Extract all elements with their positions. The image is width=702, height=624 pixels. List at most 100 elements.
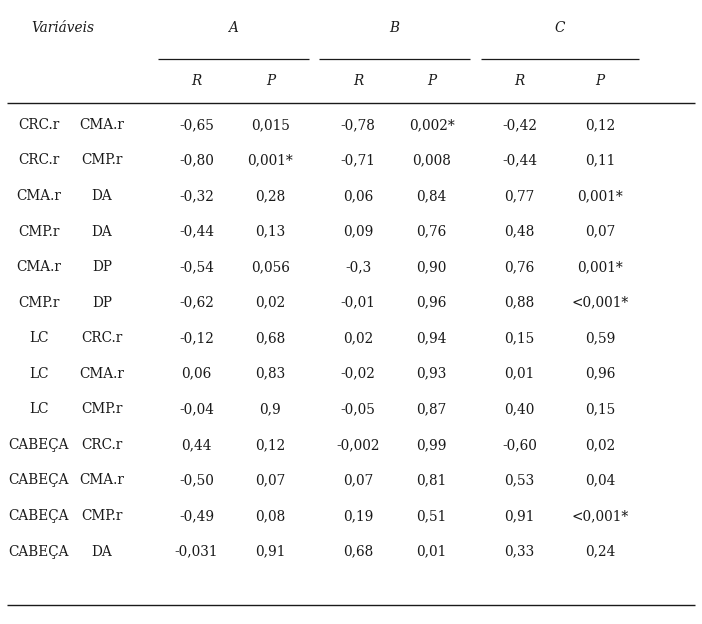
Text: CABEÇA: CABEÇA	[8, 545, 69, 558]
Text: 0,001*: 0,001*	[247, 154, 293, 167]
Text: -0,49: -0,49	[179, 509, 214, 523]
Text: 0,12: 0,12	[255, 438, 286, 452]
Text: LC: LC	[29, 331, 48, 345]
Text: 0,96: 0,96	[585, 367, 616, 381]
Text: 0,44: 0,44	[181, 438, 212, 452]
Text: CRC.r: CRC.r	[18, 154, 59, 167]
Text: 0,09: 0,09	[343, 225, 373, 238]
Text: <0,001*: <0,001*	[571, 509, 629, 523]
Text: 0,02: 0,02	[343, 331, 373, 345]
Text: CMA.r: CMA.r	[79, 474, 124, 487]
Text: 0,68: 0,68	[343, 545, 373, 558]
Text: 0,96: 0,96	[416, 296, 447, 310]
Text: 0,15: 0,15	[504, 331, 535, 345]
Text: 0,06: 0,06	[181, 367, 212, 381]
Text: P: P	[266, 74, 274, 88]
Text: -0,01: -0,01	[340, 296, 376, 310]
Text: 0,40: 0,40	[504, 402, 535, 416]
Text: -0,04: -0,04	[179, 402, 214, 416]
Text: 0,53: 0,53	[504, 474, 535, 487]
Text: -0,65: -0,65	[179, 118, 214, 132]
Text: 0,76: 0,76	[504, 260, 535, 274]
Text: 0,51: 0,51	[416, 509, 447, 523]
Text: CRC.r: CRC.r	[81, 438, 122, 452]
Text: 0,001*: 0,001*	[577, 189, 623, 203]
Text: 0,87: 0,87	[416, 402, 447, 416]
Text: 0,88: 0,88	[504, 296, 535, 310]
Text: -0,62: -0,62	[179, 296, 214, 310]
Text: 0,91: 0,91	[504, 509, 535, 523]
Text: 0,24: 0,24	[585, 545, 616, 558]
Text: CABEÇA: CABEÇA	[8, 438, 69, 452]
Text: Variáveis: Variáveis	[32, 21, 95, 35]
Text: CMP.r: CMP.r	[81, 154, 122, 167]
Text: -0,60: -0,60	[502, 438, 537, 452]
Text: CMA.r: CMA.r	[16, 189, 61, 203]
Text: -0,12: -0,12	[179, 331, 214, 345]
Text: -0,3: -0,3	[345, 260, 371, 274]
Text: CMA.r: CMA.r	[16, 260, 61, 274]
Text: 0,07: 0,07	[255, 474, 286, 487]
Text: 0,91: 0,91	[255, 545, 286, 558]
Text: LC: LC	[29, 402, 48, 416]
Text: DP: DP	[92, 296, 112, 310]
Text: CMP.r: CMP.r	[81, 509, 122, 523]
Text: 0,04: 0,04	[585, 474, 616, 487]
Text: DA: DA	[91, 189, 112, 203]
Text: DA: DA	[91, 225, 112, 238]
Text: 0,68: 0,68	[255, 331, 286, 345]
Text: DP: DP	[92, 260, 112, 274]
Text: -0,80: -0,80	[179, 154, 214, 167]
Text: A: A	[228, 21, 238, 35]
Text: 0,48: 0,48	[504, 225, 535, 238]
Text: R: R	[353, 74, 363, 88]
Text: 0,90: 0,90	[416, 260, 447, 274]
Text: 0,11: 0,11	[585, 154, 616, 167]
Text: 0,01: 0,01	[416, 545, 447, 558]
Text: 0,77: 0,77	[504, 189, 535, 203]
Text: 0,07: 0,07	[585, 225, 616, 238]
Text: R: R	[192, 74, 201, 88]
Text: 0,59: 0,59	[585, 331, 616, 345]
Text: -0,71: -0,71	[340, 154, 376, 167]
Text: 0,056: 0,056	[251, 260, 290, 274]
Text: 0,83: 0,83	[255, 367, 286, 381]
Text: 0,15: 0,15	[585, 402, 616, 416]
Text: 0,94: 0,94	[416, 331, 447, 345]
Text: 0,02: 0,02	[255, 296, 286, 310]
Text: 0,12: 0,12	[585, 118, 616, 132]
Text: 0,33: 0,33	[504, 545, 535, 558]
Text: -0,78: -0,78	[340, 118, 376, 132]
Text: -0,44: -0,44	[179, 225, 214, 238]
Text: CRC.r: CRC.r	[18, 118, 59, 132]
Text: 0,01: 0,01	[504, 367, 535, 381]
Text: -0,50: -0,50	[179, 474, 214, 487]
Text: -0,42: -0,42	[502, 118, 537, 132]
Text: 0,06: 0,06	[343, 189, 373, 203]
Text: -0,44: -0,44	[502, 154, 537, 167]
Text: 0,002*: 0,002*	[409, 118, 455, 132]
Text: DA: DA	[91, 545, 112, 558]
Text: C: C	[555, 21, 564, 35]
Text: 0,84: 0,84	[416, 189, 447, 203]
Text: CABEÇA: CABEÇA	[8, 474, 69, 487]
Text: 0,81: 0,81	[416, 474, 447, 487]
Text: B: B	[390, 21, 399, 35]
Text: 0,008: 0,008	[412, 154, 451, 167]
Text: <0,001*: <0,001*	[571, 296, 629, 310]
Text: 0,07: 0,07	[343, 474, 373, 487]
Text: -0,002: -0,002	[336, 438, 380, 452]
Text: CRC.r: CRC.r	[81, 331, 122, 345]
Text: -0,54: -0,54	[179, 260, 214, 274]
Text: 0,001*: 0,001*	[577, 260, 623, 274]
Text: 0,015: 0,015	[251, 118, 290, 132]
Text: LC: LC	[29, 367, 48, 381]
Text: -0,05: -0,05	[340, 402, 376, 416]
Text: CMP.r: CMP.r	[81, 402, 122, 416]
Text: 0,02: 0,02	[585, 438, 616, 452]
Text: CABEÇA: CABEÇA	[8, 509, 69, 523]
Text: 0,08: 0,08	[255, 509, 286, 523]
Text: -0,031: -0,031	[175, 545, 218, 558]
Text: -0,32: -0,32	[179, 189, 214, 203]
Text: CMA.r: CMA.r	[79, 367, 124, 381]
